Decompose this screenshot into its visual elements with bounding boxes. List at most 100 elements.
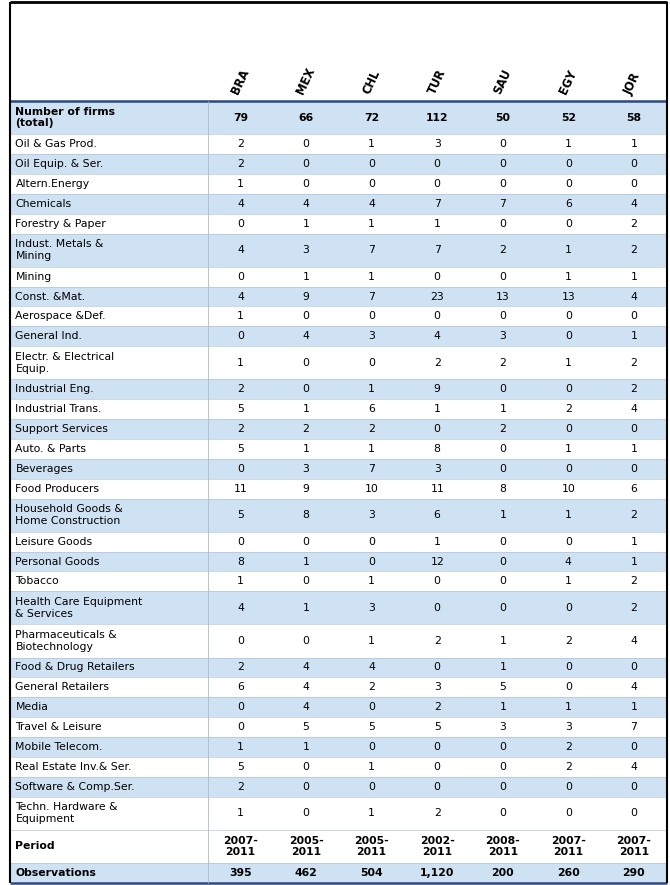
Text: 0: 0 [433, 742, 441, 752]
Text: Observations: Observations [15, 868, 96, 878]
Text: 0: 0 [499, 536, 507, 547]
Text: Support Services: Support Services [15, 424, 109, 434]
Text: 1: 1 [303, 272, 310, 281]
Text: 0: 0 [565, 312, 572, 321]
Text: 1: 1 [565, 702, 572, 712]
Bar [10, 2, 667, 101]
Bar [10, 697, 667, 717]
Text: 1: 1 [565, 245, 572, 255]
Text: 1: 1 [369, 219, 375, 228]
Text: 1: 1 [369, 444, 375, 454]
Text: 4: 4 [630, 682, 637, 692]
Text: 0: 0 [499, 384, 507, 395]
Text: 0: 0 [237, 702, 244, 712]
Text: 6: 6 [630, 483, 637, 494]
Text: 12: 12 [430, 557, 444, 566]
Text: 1: 1 [369, 808, 375, 819]
Text: 1: 1 [369, 384, 375, 395]
Text: 0: 0 [565, 536, 572, 547]
Text: 0: 0 [303, 139, 310, 150]
Text: Food Producers: Food Producers [15, 483, 99, 494]
Text: Real Estate Inv.& Ser.: Real Estate Inv.& Ser. [15, 762, 132, 772]
Text: Mining: Mining [15, 272, 52, 281]
Text: 2: 2 [630, 384, 637, 395]
Text: Electr. & Electrical
Equip.: Electr. & Electrical Equip. [15, 352, 115, 373]
Text: 2: 2 [565, 404, 572, 414]
Text: 2: 2 [303, 424, 310, 434]
Text: 1: 1 [303, 444, 310, 454]
Text: 0: 0 [630, 663, 637, 673]
Text: 13: 13 [496, 291, 510, 302]
Text: 1: 1 [237, 808, 244, 819]
Text: 260: 260 [557, 868, 580, 878]
Text: 0: 0 [565, 331, 572, 342]
Text: 7: 7 [630, 722, 637, 732]
Text: Auto. & Parts: Auto. & Parts [15, 444, 86, 454]
Text: 4: 4 [565, 557, 572, 566]
Text: 23: 23 [430, 291, 444, 302]
Text: 2: 2 [565, 742, 572, 752]
Text: 1: 1 [433, 404, 441, 414]
Text: 9: 9 [303, 291, 310, 302]
Text: 0: 0 [237, 331, 244, 342]
Text: 9: 9 [303, 483, 310, 494]
Text: 1: 1 [369, 762, 375, 772]
Text: Oil Equip. & Ser.: Oil Equip. & Ser. [15, 159, 104, 169]
Text: 2: 2 [630, 510, 637, 520]
Bar [10, 863, 667, 882]
Text: 0: 0 [630, 742, 637, 752]
Text: 0: 0 [499, 808, 507, 819]
Text: 0: 0 [433, 312, 441, 321]
Text: 2002-
2011: 2002- 2011 [419, 835, 455, 858]
Text: 0: 0 [630, 464, 637, 473]
Text: 3: 3 [303, 245, 310, 255]
Text: 0: 0 [368, 312, 375, 321]
Text: 1: 1 [369, 636, 375, 646]
Text: 2: 2 [433, 636, 441, 646]
Text: 0: 0 [565, 219, 572, 228]
Text: Const. &Mat.: Const. &Mat. [15, 291, 86, 302]
Bar [10, 194, 667, 214]
Text: 7: 7 [433, 199, 441, 209]
Text: BRA: BRA [228, 67, 251, 96]
Text: 11: 11 [234, 483, 247, 494]
Text: 0: 0 [433, 576, 441, 587]
Bar [10, 658, 667, 677]
Text: 0: 0 [499, 312, 507, 321]
Text: 13: 13 [561, 291, 575, 302]
Text: 1: 1 [433, 536, 441, 547]
Text: TUR: TUR [425, 67, 448, 96]
Text: 2: 2 [237, 663, 244, 673]
Text: 2: 2 [237, 159, 244, 169]
Text: 6: 6 [369, 404, 375, 414]
Text: 0: 0 [499, 576, 507, 587]
Text: 3: 3 [433, 682, 441, 692]
Text: General Ind.: General Ind. [15, 331, 82, 342]
Text: 3: 3 [433, 139, 441, 150]
Text: 0: 0 [237, 464, 244, 473]
Text: 4: 4 [303, 663, 310, 673]
Text: Media: Media [15, 702, 48, 712]
Text: 1: 1 [565, 358, 572, 368]
Text: 2: 2 [433, 702, 441, 712]
Text: EGY: EGY [557, 68, 579, 96]
Text: 6: 6 [237, 682, 244, 692]
Text: 7: 7 [499, 199, 506, 209]
Bar [10, 380, 667, 399]
Text: 1: 1 [630, 139, 637, 150]
Text: 3: 3 [369, 510, 375, 520]
Text: 0: 0 [565, 159, 572, 169]
Text: 4: 4 [237, 245, 244, 255]
Text: 1: 1 [303, 404, 310, 414]
Text: Oil & Gas Prod.: Oil & Gas Prod. [15, 139, 97, 150]
Text: 66: 66 [298, 112, 314, 123]
Text: 2: 2 [237, 424, 244, 434]
Text: Food & Drug Retailers: Food & Drug Retailers [15, 663, 135, 673]
Text: 2: 2 [630, 576, 637, 587]
Text: 2007-
2011: 2007- 2011 [223, 835, 258, 858]
Text: 7: 7 [369, 464, 375, 473]
Text: JOR: JOR [622, 71, 643, 96]
Text: 1: 1 [565, 444, 572, 454]
Text: 0: 0 [630, 312, 637, 321]
Text: 0: 0 [499, 139, 507, 150]
